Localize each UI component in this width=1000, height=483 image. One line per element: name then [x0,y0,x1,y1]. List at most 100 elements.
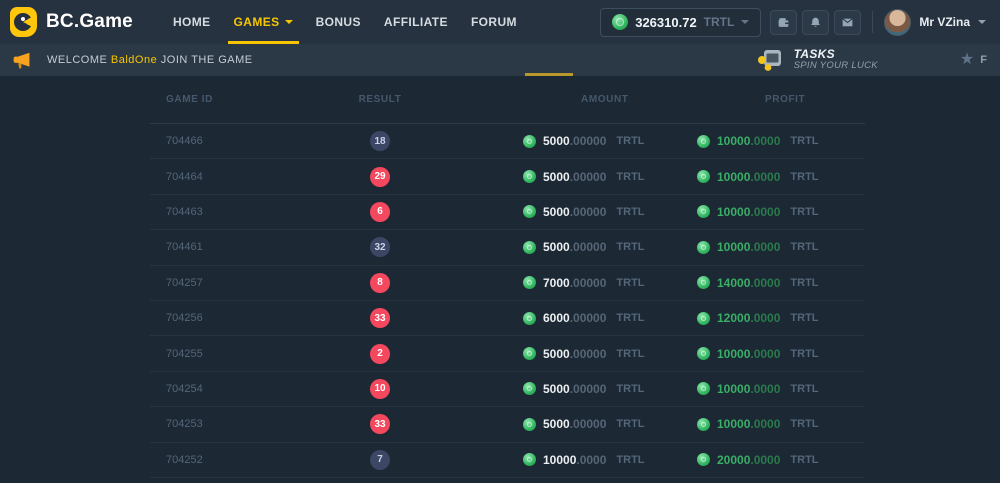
nav-item-forum[interactable]: FORUM [471,0,517,44]
result-badge[interactable]: 2 [370,343,390,364]
result-badge[interactable]: 18 [370,131,390,152]
amount-value: 5000.00000 [543,169,607,184]
result-badge[interactable]: 8 [370,272,390,293]
amount-cell: 5000.00000 TRTL [420,240,650,254]
profit-currency-label: TRTL [790,205,819,218]
table-row: 704466 18 5000.00000 TRTL 10000.0000 TRT… [150,124,865,160]
balance-selector[interactable]: 326310.72 TRTL [600,7,762,37]
result-badge[interactable]: 29 [370,166,390,187]
welcome-prefix: WELCOME [47,54,108,66]
trtl-coin-icon [523,276,536,290]
result-badge[interactable]: 7 [370,449,390,470]
notifications-button[interactable] [802,9,830,35]
result-cell: 29 [340,166,420,187]
profit-currency-label: TRTL [790,453,819,466]
trtl-coin-icon [523,417,536,431]
trtl-coin-icon [697,240,710,254]
trtl-coin-icon [523,170,536,184]
amount-cell: 6000.00000 TRTL [420,311,650,325]
trtl-coin-icon [523,311,536,325]
result-badge[interactable]: 33 [370,414,390,435]
profit-value: 10000.0000 [717,134,781,149]
top-bar: BC.Game HOME GAMES BONUS AFFILIATE FORUM… [0,0,1000,44]
tasks-chest-icon [757,50,781,71]
nav-label: BONUS [315,15,361,29]
messages-button[interactable] [834,9,862,35]
amount-cell: 10000.0000 TRTL [420,453,650,467]
profit-value: 10000.0000 [717,346,781,361]
tasks-text: TASKS SPIN YOUR LUCK [793,46,878,73]
tasks-widget[interactable]: TASKS SPIN YOUR LUCK [756,47,878,73]
nav-item-home[interactable]: HOME [173,0,211,44]
amount-value: 5000.00000 [543,381,607,396]
profit-cell: 10000.0000 TRTL [650,134,865,148]
amount-value: 10000.0000 [543,452,607,467]
balance-amount: 326310.72 [635,14,697,30]
megaphone-icon [13,52,30,69]
amount-currency-label: TRTL [616,347,645,360]
welcome-suffix: JOIN THE GAME [160,54,253,66]
profit-currency-label: TRTL [790,170,819,183]
column-header-game-id: GAME ID [166,94,213,105]
amount-cell: 5000.00000 TRTL [420,205,650,219]
star-icon: ★ [959,51,975,68]
amount-cell: 5000.00000 TRTL [420,382,650,396]
tasks-title: TASKS [793,46,835,61]
trtl-coin-icon [697,382,710,396]
result-cell: 18 [340,131,420,152]
table-row: 704255 2 5000.00000 TRTL 10000.0000 TRTL [150,336,865,372]
result-badge[interactable]: 33 [370,308,390,329]
vertical-divider [872,11,874,33]
trtl-coin-icon [697,205,710,219]
profit-currency-label: TRTL [790,312,819,325]
amount-cell: 7000.00000 TRTL [420,276,650,290]
profit-value: 10000.0000 [717,417,781,432]
trtl-coin-icon [523,240,536,254]
envelope-icon [842,17,854,26]
top-bar-right: 326310.72 TRTL Mr VZina [600,7,990,37]
game-id: 704463 [166,205,203,218]
result-badge[interactable]: 32 [370,237,390,258]
game-id: 704257 [166,276,203,289]
amount-currency-label: TRTL [616,276,645,289]
column-header-profit: PROFIT [765,94,806,105]
profit-cell: 10000.0000 TRTL [650,240,865,254]
active-nav-underline [227,41,299,44]
favorites-link[interactable]: ★ F [960,52,987,68]
profit-cell: 10000.0000 TRTL [650,382,865,396]
game-id: 704255 [166,347,203,360]
result-badge[interactable]: 10 [370,378,390,399]
amount-cell: 5000.00000 TRTL [420,347,650,361]
profit-value: 10000.0000 [717,204,781,219]
nav-item-games[interactable]: GAMES [227,0,299,44]
avatar [884,8,912,36]
table-row: 704253 33 5000.00000 TRTL 10000.0000 TRT… [150,407,865,443]
amount-currency-label: TRTL [616,241,645,254]
amount-currency-label: TRTL [616,453,645,466]
amount-currency-label: TRTL [616,382,645,395]
amount-cell: 5000.00000 TRTL [420,417,650,431]
nav-item-affiliate[interactable]: AFFILIATE [384,0,448,44]
amount-currency-label: TRTL [616,135,645,148]
chevron-down-icon [978,20,986,24]
amount-currency-label: TRTL [616,418,645,431]
amount-currency-label: TRTL [616,205,645,218]
wallet-button[interactable] [770,9,798,35]
wallet-icon [778,17,789,27]
nav-label: GAMES [233,15,280,29]
profit-currency-label: TRTL [790,382,819,395]
header-icon-buttons [770,9,862,35]
nav-item-bonus[interactable]: BONUS [316,0,361,44]
result-cell: 2 [340,343,420,364]
brand-logo[interactable]: BC.Game [10,7,133,37]
result-cell: 32 [340,237,420,258]
trtl-coin-icon [697,453,710,467]
active-tab-indicator [525,73,573,76]
column-header-amount: AMOUNT [581,94,629,105]
game-id: 704466 [166,135,203,148]
welcome-username[interactable]: BaldOne [110,54,158,66]
user-menu[interactable]: Mr VZina [884,8,990,36]
result-badge[interactable]: 6 [370,201,390,222]
amount-cell: 5000.00000 TRTL [420,170,650,184]
username: Mr VZina [919,15,970,29]
